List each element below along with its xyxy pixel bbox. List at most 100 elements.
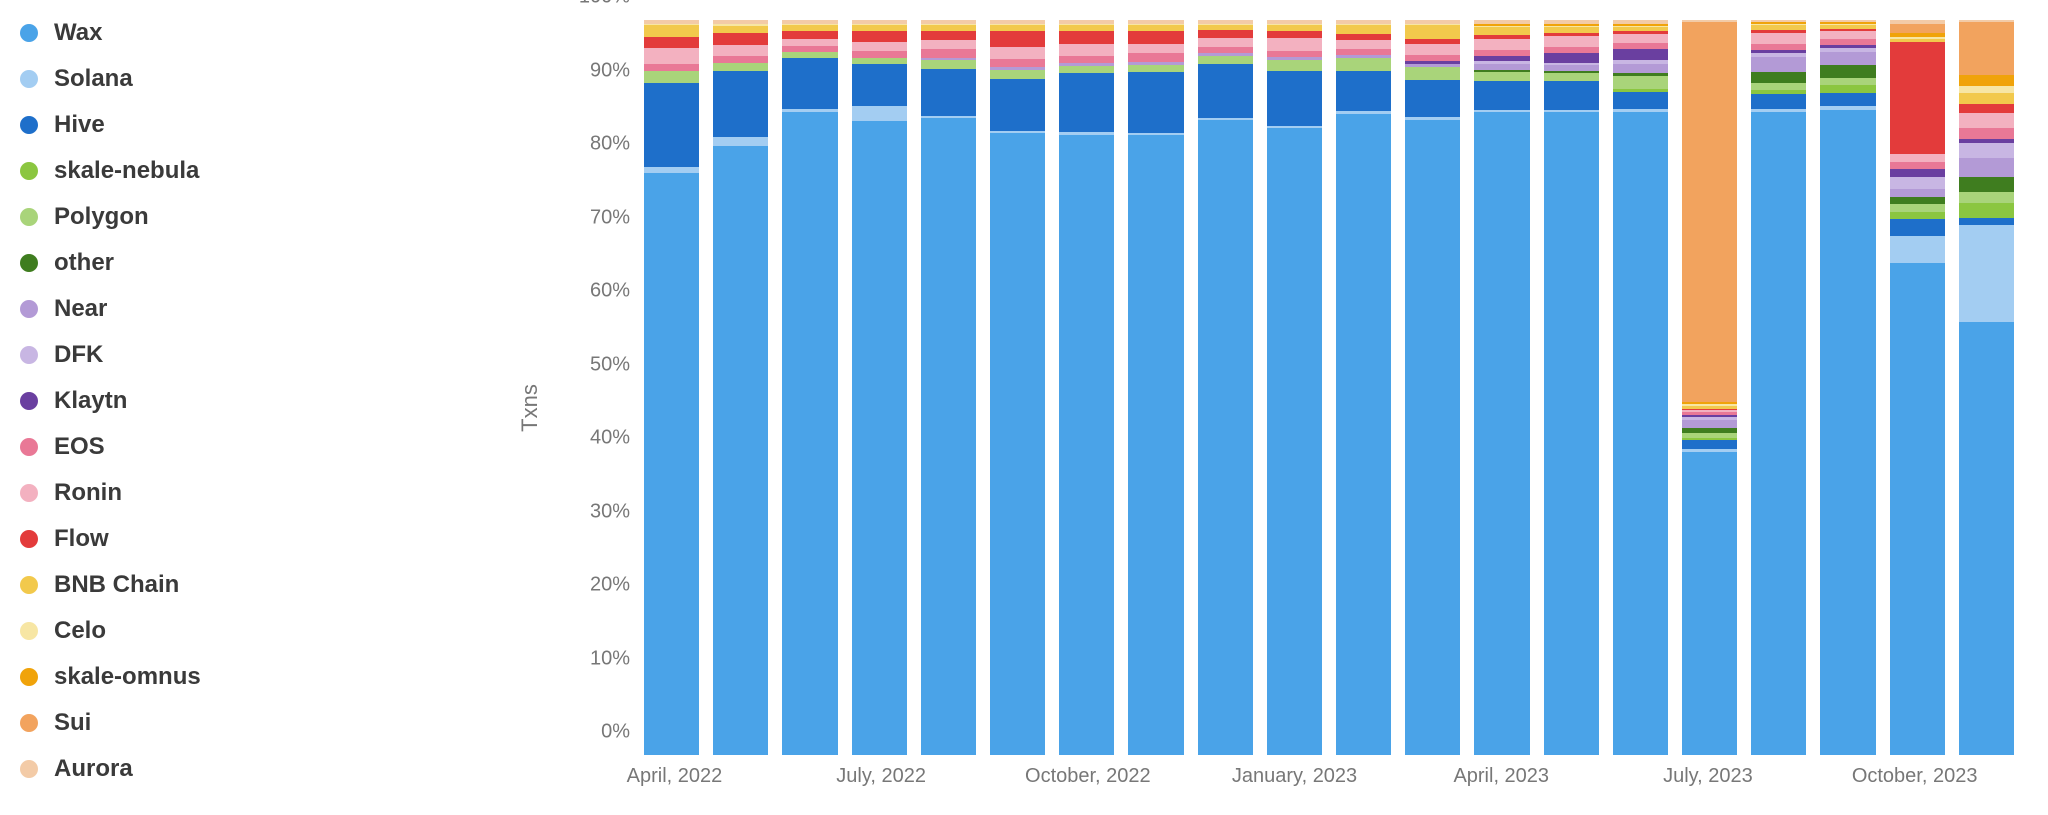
bar-segment xyxy=(1890,42,1945,154)
bar-segment xyxy=(1405,44,1460,54)
legend-item[interactable]: Ronin xyxy=(20,470,260,516)
legend-item[interactable]: EOS xyxy=(20,424,260,470)
legend-item[interactable]: skale-omnus xyxy=(20,654,260,700)
bar-segment xyxy=(990,59,1045,68)
bar-segment xyxy=(1682,22,1737,402)
bar-segment xyxy=(1474,39,1529,50)
bar-segment xyxy=(1128,72,1183,133)
bar-segment xyxy=(1336,25,1391,34)
y-tick-label: 50% xyxy=(560,353,630,376)
bar-segment xyxy=(990,133,1045,755)
bar-segment xyxy=(1890,212,1945,219)
legend-label: Solana xyxy=(54,65,133,93)
bar xyxy=(1198,20,1253,755)
bar-segment xyxy=(1474,27,1529,34)
bar xyxy=(1751,20,1806,755)
legend-label: Near xyxy=(54,295,107,323)
legend-bullet-icon xyxy=(20,300,38,318)
legend-bullet-icon xyxy=(20,576,38,594)
bar-segment xyxy=(921,60,976,69)
legend-item[interactable]: Celo xyxy=(20,608,260,654)
bar-segment xyxy=(1820,110,1875,755)
bar-segment xyxy=(921,31,976,40)
bar xyxy=(1544,20,1599,755)
bar-segment xyxy=(1198,56,1253,65)
bar-segment xyxy=(644,48,699,63)
legend-item[interactable]: DFK xyxy=(20,332,260,378)
legend-label: BNB Chain xyxy=(54,571,179,599)
legend-item[interactable]: Near xyxy=(20,286,260,332)
bar-segment xyxy=(1544,36,1599,47)
plot-area: 0%10%20%30%40%50%60%70%80%90%100% xyxy=(640,20,2018,755)
bar-segment xyxy=(713,63,768,70)
x-tick-label: July, 2023 xyxy=(1663,765,1753,788)
legend-bullet-icon xyxy=(20,438,38,456)
bar-segment xyxy=(1128,65,1183,72)
bar-segment xyxy=(1959,86,2014,93)
bar-segment xyxy=(644,173,699,755)
bar-segment xyxy=(1059,73,1114,132)
bar-segment xyxy=(1336,71,1391,112)
bar-segment xyxy=(1198,38,1253,48)
legend-label: other xyxy=(54,249,114,277)
bar-segment xyxy=(782,112,837,755)
bar-segment xyxy=(1890,177,1945,190)
bar xyxy=(1820,20,1875,755)
bar-segment xyxy=(1890,219,1945,236)
bar-segment xyxy=(644,25,699,36)
legend-item[interactable]: Klaytn xyxy=(20,378,260,424)
bar-segment xyxy=(1544,73,1599,80)
legend-item[interactable]: Hive xyxy=(20,102,260,148)
bar-segment xyxy=(713,45,768,56)
bar-segment xyxy=(1959,218,2014,225)
legend-item[interactable]: other xyxy=(20,240,260,286)
y-tick-label: 30% xyxy=(560,500,630,523)
bar-segment xyxy=(713,146,768,755)
bar-segment xyxy=(1682,452,1737,755)
x-tick-label: April, 2023 xyxy=(1453,765,1549,788)
bar-segment xyxy=(990,31,1045,47)
legend-item[interactable]: Flow xyxy=(20,516,260,562)
bar xyxy=(1682,20,1737,755)
bar-segment xyxy=(1059,135,1114,756)
bar-segment xyxy=(921,40,976,49)
bar-segment xyxy=(1959,225,2014,322)
legend-item[interactable]: Wax xyxy=(20,10,260,56)
bar-segment xyxy=(1128,53,1183,62)
legend-item[interactable]: Aurora xyxy=(20,746,260,792)
bar-segment xyxy=(1198,120,1253,755)
legend-bullet-icon xyxy=(20,622,38,640)
bar-segment xyxy=(782,58,837,110)
legend-label: Flow xyxy=(54,525,109,553)
bar-segment xyxy=(1890,24,1945,33)
y-tick-label: 70% xyxy=(560,206,630,229)
legend-item[interactable]: skale-nebula xyxy=(20,148,260,194)
legend-bullet-icon xyxy=(20,530,38,548)
y-tick-label: 60% xyxy=(560,280,630,303)
bar-segment xyxy=(1820,52,1875,65)
bar-segment xyxy=(1336,114,1391,755)
bar-segment xyxy=(921,118,976,755)
bar-segment xyxy=(1198,64,1253,117)
bar-segment xyxy=(1405,25,1460,38)
legend-item[interactable]: Solana xyxy=(20,56,260,102)
bar-segment xyxy=(1820,31,1875,38)
bar-segment xyxy=(1128,135,1183,755)
legend-item[interactable]: Sui xyxy=(20,700,260,746)
bar-segment xyxy=(1751,72,1806,83)
legend-item[interactable]: Polygon xyxy=(20,194,260,240)
bar-segment xyxy=(1474,72,1529,81)
bar-segment xyxy=(1613,112,1668,755)
legend-item[interactable]: BNB Chain xyxy=(20,562,260,608)
bar-segment xyxy=(852,42,907,51)
bar-segment xyxy=(713,26,768,33)
bar-segment xyxy=(713,33,768,44)
bar-segment xyxy=(1890,236,1945,262)
y-tick-label: 40% xyxy=(560,427,630,450)
bar-segment xyxy=(1959,322,2014,755)
bar-segment xyxy=(644,37,699,48)
bar-segment xyxy=(1820,85,1875,92)
legend-label: Celo xyxy=(54,617,106,645)
bar-segment xyxy=(644,71,699,82)
bar xyxy=(1959,20,2014,755)
